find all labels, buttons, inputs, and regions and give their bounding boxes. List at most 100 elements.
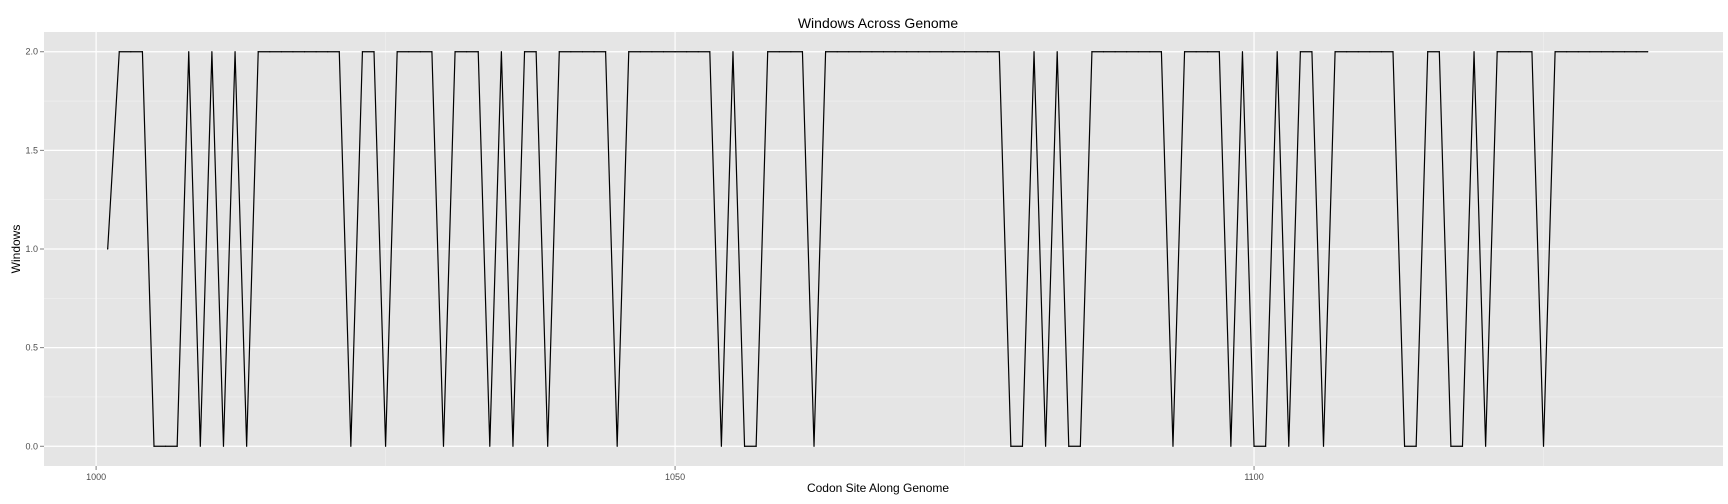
data-point: [651, 51, 653, 53]
data-point: [350, 445, 352, 447]
data-point: [709, 51, 711, 53]
data-point: [1149, 51, 1151, 53]
data-point: [871, 51, 873, 53]
data-point: [1623, 51, 1626, 53]
data-point: [1079, 445, 1081, 447]
axis-tick-labels: 1000 1050 1100 0.0 0.5 1.0 1.5 2.0: [25, 47, 1263, 482]
data-point: [512, 445, 514, 447]
data-point: [1253, 445, 1255, 447]
data-point: [1010, 445, 1012, 447]
data-point: [963, 51, 966, 53]
data-point: [1380, 51, 1383, 53]
y-tick-label: 0.5: [25, 343, 38, 353]
data-point: [489, 445, 491, 447]
data-point: [697, 51, 699, 53]
data-point: [1183, 51, 1186, 53]
data-point: [1508, 51, 1510, 53]
data-point: [1346, 51, 1348, 53]
data-point: [1091, 51, 1093, 53]
data-point: [1600, 51, 1603, 53]
data-point: [1137, 51, 1139, 53]
axis-ticks: [40, 51, 1255, 470]
data-point: [1531, 51, 1533, 53]
data-point: [1647, 51, 1649, 53]
data-point: [477, 51, 479, 53]
data-point: [361, 51, 364, 53]
data-point: [929, 51, 931, 53]
data-point: [1334, 51, 1336, 53]
data-point: [107, 248, 109, 250]
y-tick-label: 1.5: [25, 145, 38, 155]
data-point: [130, 51, 132, 53]
data-point: [813, 445, 815, 447]
x-tick-label: 1050: [665, 472, 685, 482]
data-point: [303, 51, 306, 53]
data-point: [1207, 51, 1209, 53]
data-point: [1045, 445, 1047, 447]
data-point: [1322, 445, 1325, 447]
data-point: [1496, 51, 1498, 53]
data-point: [211, 51, 213, 53]
data-point: [1195, 51, 1197, 53]
data-point: [1485, 445, 1487, 447]
data-point: [767, 51, 769, 53]
data-point: [1542, 445, 1545, 447]
data-point: [639, 51, 641, 53]
data-point: [246, 445, 248, 447]
data-point: [1415, 445, 1417, 447]
data-point: [987, 51, 989, 53]
data-point: [755, 445, 757, 447]
data-point: [616, 445, 618, 447]
data-point: [1033, 51, 1035, 53]
data-point: [605, 51, 607, 53]
data-point: [338, 51, 340, 53]
data-point: [188, 51, 190, 53]
data-point: [454, 51, 456, 53]
data-point: [1230, 445, 1232, 447]
data-point: [199, 445, 201, 447]
data-point: [662, 51, 665, 53]
data-point: [1392, 51, 1394, 53]
data-point: [1311, 51, 1313, 53]
data-point: [1299, 51, 1301, 53]
data-point: [431, 51, 433, 53]
data-point: [153, 445, 155, 447]
data-point: [1114, 51, 1116, 53]
data-point: [1126, 51, 1128, 53]
data-point: [535, 51, 537, 53]
x-tick-label: 1000: [86, 472, 106, 482]
data-point: [1635, 51, 1637, 53]
data-point: [1589, 51, 1591, 53]
data-point: [141, 51, 144, 53]
series-line: [107, 51, 1648, 447]
data-point: [593, 51, 595, 53]
data-point: [1241, 51, 1244, 53]
data-point: [894, 51, 896, 53]
data-point: [234, 51, 236, 53]
data-point: [1357, 51, 1359, 53]
data-point: [558, 51, 560, 53]
data-point: [1102, 51, 1105, 53]
data-point: [1160, 51, 1162, 53]
data-point: [1021, 445, 1024, 447]
data-point: [373, 51, 375, 53]
data-point: [1288, 445, 1290, 447]
data-point: [176, 445, 178, 447]
data-point: [164, 445, 167, 447]
chart-title: Windows Across Genome: [798, 15, 958, 31]
data-point: [1403, 445, 1406, 447]
data-point: [1438, 51, 1440, 53]
data-point: [442, 445, 445, 447]
y-tick-label: 1.0: [25, 244, 38, 254]
data-point: [674, 51, 676, 53]
data-point: [1612, 51, 1614, 53]
data-point: [408, 51, 410, 53]
data-point: [848, 51, 850, 53]
data-point: [581, 51, 584, 53]
data-point: [686, 51, 688, 53]
data-point: [1427, 51, 1429, 53]
y-tick-label: 0.0: [25, 441, 38, 451]
data-point: [882, 51, 885, 53]
data-point: [998, 51, 1000, 53]
